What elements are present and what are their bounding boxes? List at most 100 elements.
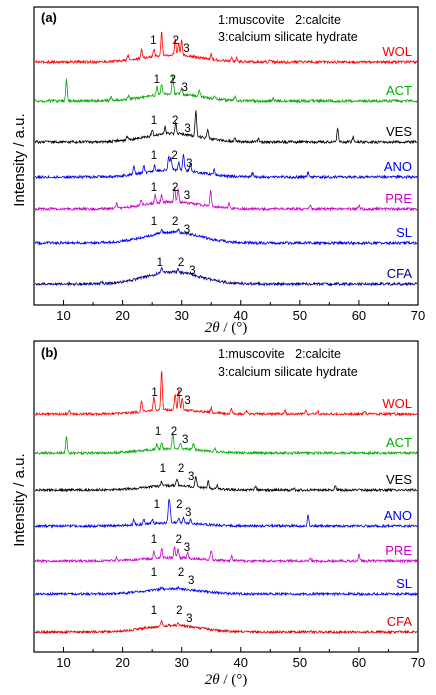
sample-label-ano: ANO <box>384 508 412 523</box>
trace-act <box>34 432 418 456</box>
panel-a-legend-line-1: 1:muscovite 2:calcite <box>218 13 341 27</box>
peak-label-2: 2 <box>170 74 176 86</box>
sample-label-sl: SL <box>396 576 412 591</box>
peak-label-3: 3 <box>184 542 190 554</box>
x-tick-label: 30 <box>174 308 188 323</box>
panel-b-x-ticks: 10 20 30 40 50 60 70 <box>33 647 425 670</box>
peak-label-2: 2 <box>176 387 182 399</box>
peak-label-3: 3 <box>186 613 192 625</box>
panel-a-x-axis-title: 2θ / (°) <box>205 320 248 336</box>
panel-b-legend-line-2: 3:calcium silicate hydrate <box>218 365 358 379</box>
peak-label-2: 2 <box>178 567 184 579</box>
peak-label-2: 2 <box>172 115 178 127</box>
peak-label-2: 2 <box>173 35 179 47</box>
trace-ves <box>34 110 418 145</box>
sample-label-ano: ANO <box>384 159 412 174</box>
peak-label-2: 2 <box>171 426 177 438</box>
panel-b-plot-frame <box>33 340 419 653</box>
panel-b-y-axis-title: Intensity / a.u. <box>11 453 28 546</box>
peak-label-1: 1 <box>160 463 166 475</box>
peak-label-1: 1 <box>151 567 157 579</box>
peak-label-3: 3 <box>183 43 189 55</box>
panel-b-x-axis-title: 2θ / (°) <box>205 672 248 688</box>
sample-label-sl: SL <box>396 225 412 240</box>
peak-label-2: 2 <box>178 257 184 269</box>
trace-ano <box>34 498 418 529</box>
x-tick-label: 60 <box>352 308 366 323</box>
peak-label-2: 2 <box>172 182 178 194</box>
peak-label-1: 1 <box>157 257 163 269</box>
peak-label-1: 1 <box>151 115 157 127</box>
peak-label-1: 1 <box>154 499 160 511</box>
peak-label-1: 1 <box>151 605 157 617</box>
x-tick-label: 20 <box>115 308 129 323</box>
x-tick-label: 60 <box>352 655 366 670</box>
peak-label-3: 3 <box>189 265 195 277</box>
sample-label-act: ACT <box>386 83 412 98</box>
x-tick-label: 40 <box>234 308 248 323</box>
x-tick-label: 20 <box>115 655 129 670</box>
x-tick-label: 70 <box>411 308 425 323</box>
trace-pre <box>34 546 418 564</box>
peak-label-1: 1 <box>151 387 157 399</box>
peak-label-2: 2 <box>172 216 178 228</box>
sample-label-act: ACT <box>386 435 412 450</box>
trace-pre <box>34 186 418 212</box>
trace-wol <box>35 31 418 65</box>
peak-label-1: 1 <box>151 182 157 194</box>
peak-label-3: 3 <box>182 434 188 446</box>
panel-a: (a) 1:muscovite 2:calcite 3:calcium sili… <box>11 6 425 336</box>
x-tick-label: 70 <box>411 655 425 670</box>
trace-sl <box>34 227 418 246</box>
trace-ves <box>35 475 418 493</box>
peak-label-3: 3 <box>184 224 190 236</box>
trace-wol <box>34 370 418 417</box>
peak-label-2: 2 <box>176 534 182 546</box>
x-tick-label: 10 <box>56 308 70 323</box>
peak-label-2: 2 <box>178 463 184 475</box>
peak-label-1: 1 <box>155 426 161 438</box>
panel-a-legend-line-2: 3:calcium silicate hydrate <box>218 30 358 44</box>
peak-label-2: 2 <box>176 499 182 511</box>
x-tick-label: 40 <box>234 655 248 670</box>
panel-a-label: (a) <box>41 10 57 25</box>
peak-label-3: 3 <box>184 395 190 407</box>
sample-label-pre: PRE <box>385 191 412 206</box>
panel-b-legend-line-1: 1:muscovite 2:calcite <box>218 347 341 361</box>
sample-label-wol: WOL <box>382 44 412 59</box>
peak-label-2: 2 <box>171 150 177 162</box>
sample-label-cfa: CFA <box>387 614 413 629</box>
sample-label-pre: PRE <box>385 543 412 558</box>
peak-label-3: 3 <box>186 158 192 170</box>
sample-label-ves: VES <box>386 472 412 487</box>
peak-label-1: 1 <box>151 216 157 228</box>
peak-label-3: 3 <box>181 82 187 94</box>
peak-label-1: 1 <box>151 150 157 162</box>
panel-a-x-ticks: 10 20 30 40 50 60 70 <box>33 300 425 323</box>
x-tick-label: 50 <box>293 655 307 670</box>
peak-label-3: 3 <box>188 471 194 483</box>
peak-label-3: 3 <box>184 123 190 135</box>
peak-label-2: 2 <box>176 605 182 617</box>
x-tick-label: 30 <box>174 655 188 670</box>
sample-label-cfa: CFA <box>387 266 413 281</box>
panel-b: (b) 1:muscovite 2:calcite 3:calcium sili… <box>11 340 425 688</box>
sample-label-ves: VES <box>386 124 412 139</box>
panel-b-label: (b) <box>41 345 58 360</box>
x-tick-label: 10 <box>56 655 70 670</box>
panel-a-x-axis-unit: / (°) <box>220 320 248 336</box>
panel-a-x-axis-symbol: 2θ <box>205 320 221 336</box>
peak-label-3: 3 <box>185 507 191 519</box>
panel-b-x-axis-symbol: 2θ <box>205 672 221 688</box>
peak-label-1: 1 <box>151 534 157 546</box>
trace-sl <box>35 585 418 597</box>
panel-a-y-axis-title: Intensity / a.u. <box>11 113 28 206</box>
sample-label-wol: WOL <box>382 396 412 411</box>
x-tick-label: 50 <box>293 308 307 323</box>
peak-label-3: 3 <box>188 575 194 587</box>
trace-ano <box>35 153 418 180</box>
trace-cfa <box>34 620 418 635</box>
